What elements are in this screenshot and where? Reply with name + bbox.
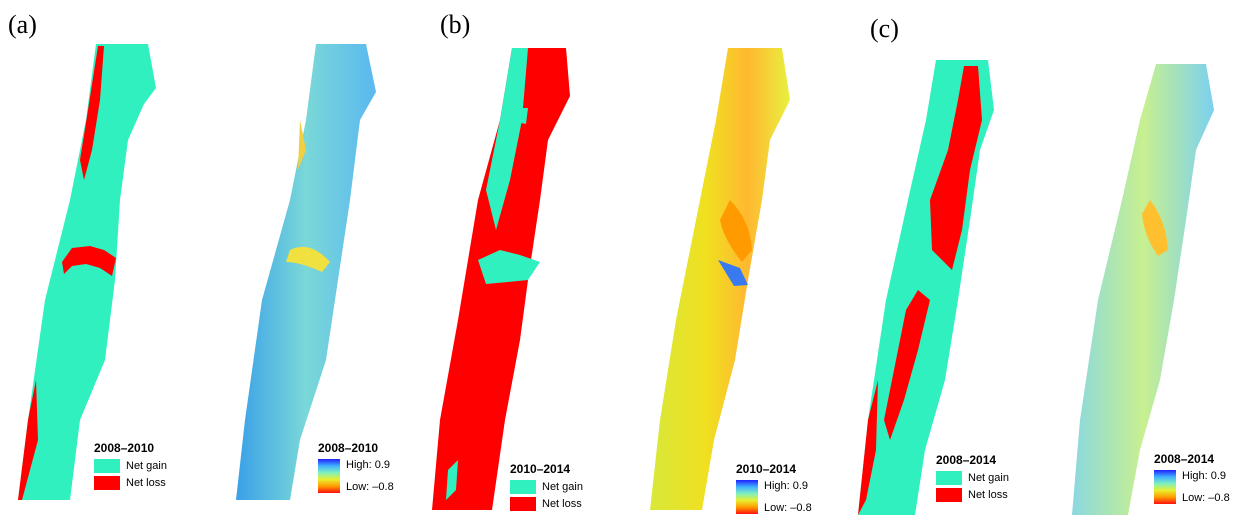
class-map-c: [858, 60, 994, 515]
ramp-legend-title: 2008–2010: [318, 441, 379, 455]
net-gain-swatch: [936, 471, 962, 485]
ramp-low-label: Low: –0.8: [1182, 492, 1230, 504]
net-loss-label: Net loss: [542, 498, 582, 510]
net-loss-swatch: [94, 476, 120, 490]
net-gain-label: Net gain: [968, 472, 1009, 484]
class-map-b: [432, 48, 570, 510]
net-loss-label: Net loss: [968, 489, 1008, 501]
panel-label-a: (a): [8, 10, 37, 39]
color-ramp: [1154, 470, 1176, 504]
net-loss-swatch: [936, 488, 962, 502]
class-legend-title: 2008–2010: [94, 441, 155, 455]
index-map-c: [1072, 64, 1214, 515]
ramp-legend-title: 2010–2014: [736, 462, 797, 476]
index-map-b: [650, 48, 790, 510]
net-gain-swatch: [510, 480, 536, 494]
ramp-high-label: High: 0.9: [764, 480, 809, 492]
color-ramp: [736, 480, 758, 514]
net-loss-label: Net loss: [126, 477, 166, 489]
ramp-low-label: Low: –0.8: [346, 481, 394, 493]
ramp-legend-c: 2008–2014 High: 0.9 Low: –0.8: [1154, 452, 1230, 504]
ramp-legend-title: 2008–2014: [1154, 452, 1215, 466]
class-legend-title: 2010–2014: [510, 462, 571, 476]
class-legend-c: 2008–2014 Net gain Net loss: [936, 453, 1009, 505]
index-map-a: [236, 44, 376, 500]
ramp-high-label: High: 0.9: [1182, 470, 1227, 482]
net-gain-label: Net gain: [542, 481, 583, 493]
class-legend-title: 2008–2014: [936, 453, 997, 467]
net-loss-swatch: [510, 497, 536, 511]
class-legend-b: 2010–2014 Net gain Net loss: [510, 462, 583, 514]
panel-label-b: (b): [440, 10, 471, 39]
class-map-a: [18, 44, 156, 500]
ramp-legend-b: 2010–2014 High: 0.9 Low: –0.8: [736, 462, 812, 514]
ramp-low-label: Low: –0.8: [764, 502, 812, 514]
net-gain-label: Net gain: [126, 460, 167, 472]
color-ramp: [318, 459, 340, 493]
panel-label-c: (c): [870, 14, 899, 43]
net-gain-swatch: [94, 459, 120, 473]
ramp-legend-a: 2008–2010 High: 0.9 Low: –0.8: [318, 441, 394, 493]
ramp-high-label: High: 0.9: [346, 459, 391, 471]
class-legend-a: 2008–2010 Net gain Net loss: [94, 441, 167, 493]
